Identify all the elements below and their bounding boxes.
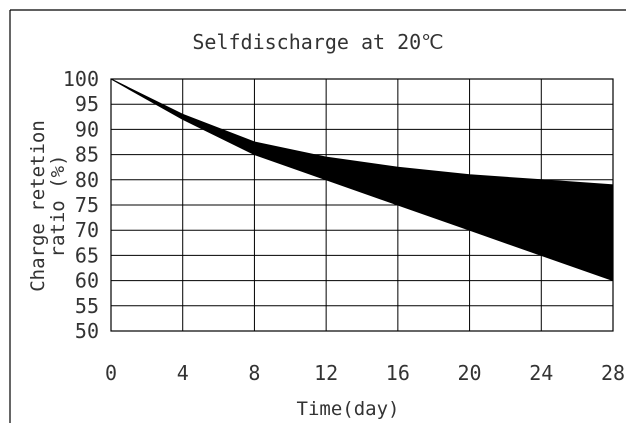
chart-title: Selfdischarge at 20℃: [192, 30, 443, 54]
y-tick-label: 65: [75, 243, 99, 267]
y-tick-label: 85: [75, 143, 99, 167]
x-tick-label: 20: [458, 361, 482, 385]
plot-border: [110, 78, 614, 332]
x-tick-label: 8: [248, 361, 260, 385]
x-tick-label: 24: [529, 361, 553, 385]
y-tick-label: 75: [75, 193, 99, 217]
y-tick-label: 90: [75, 117, 99, 141]
x-axis-label: Time(day): [297, 398, 400, 420]
y-tick-label: 100: [63, 67, 99, 91]
y-tick-label: 55: [75, 294, 99, 318]
y-tick-label: 50: [75, 319, 99, 343]
plot-area-border: [110, 78, 614, 332]
x-tick-label: 16: [386, 361, 410, 385]
x-axis-tick-labels: 0 4 8 12 16 20 24 28: [105, 361, 625, 385]
y-axis-label-line1: Charge retetion: [27, 120, 49, 292]
x-tick-label: 28: [601, 361, 625, 385]
y-tick-label: 95: [75, 92, 99, 116]
x-tick-label: 4: [177, 361, 189, 385]
y-axis-label-line2: ratio (%): [47, 155, 69, 258]
y-tick-label: 60: [75, 269, 99, 293]
x-tick-label: 12: [314, 361, 338, 385]
y-tick-label: 80: [75, 168, 99, 192]
x-tick-label: 0: [105, 361, 117, 385]
y-tick-label: 70: [75, 218, 99, 242]
